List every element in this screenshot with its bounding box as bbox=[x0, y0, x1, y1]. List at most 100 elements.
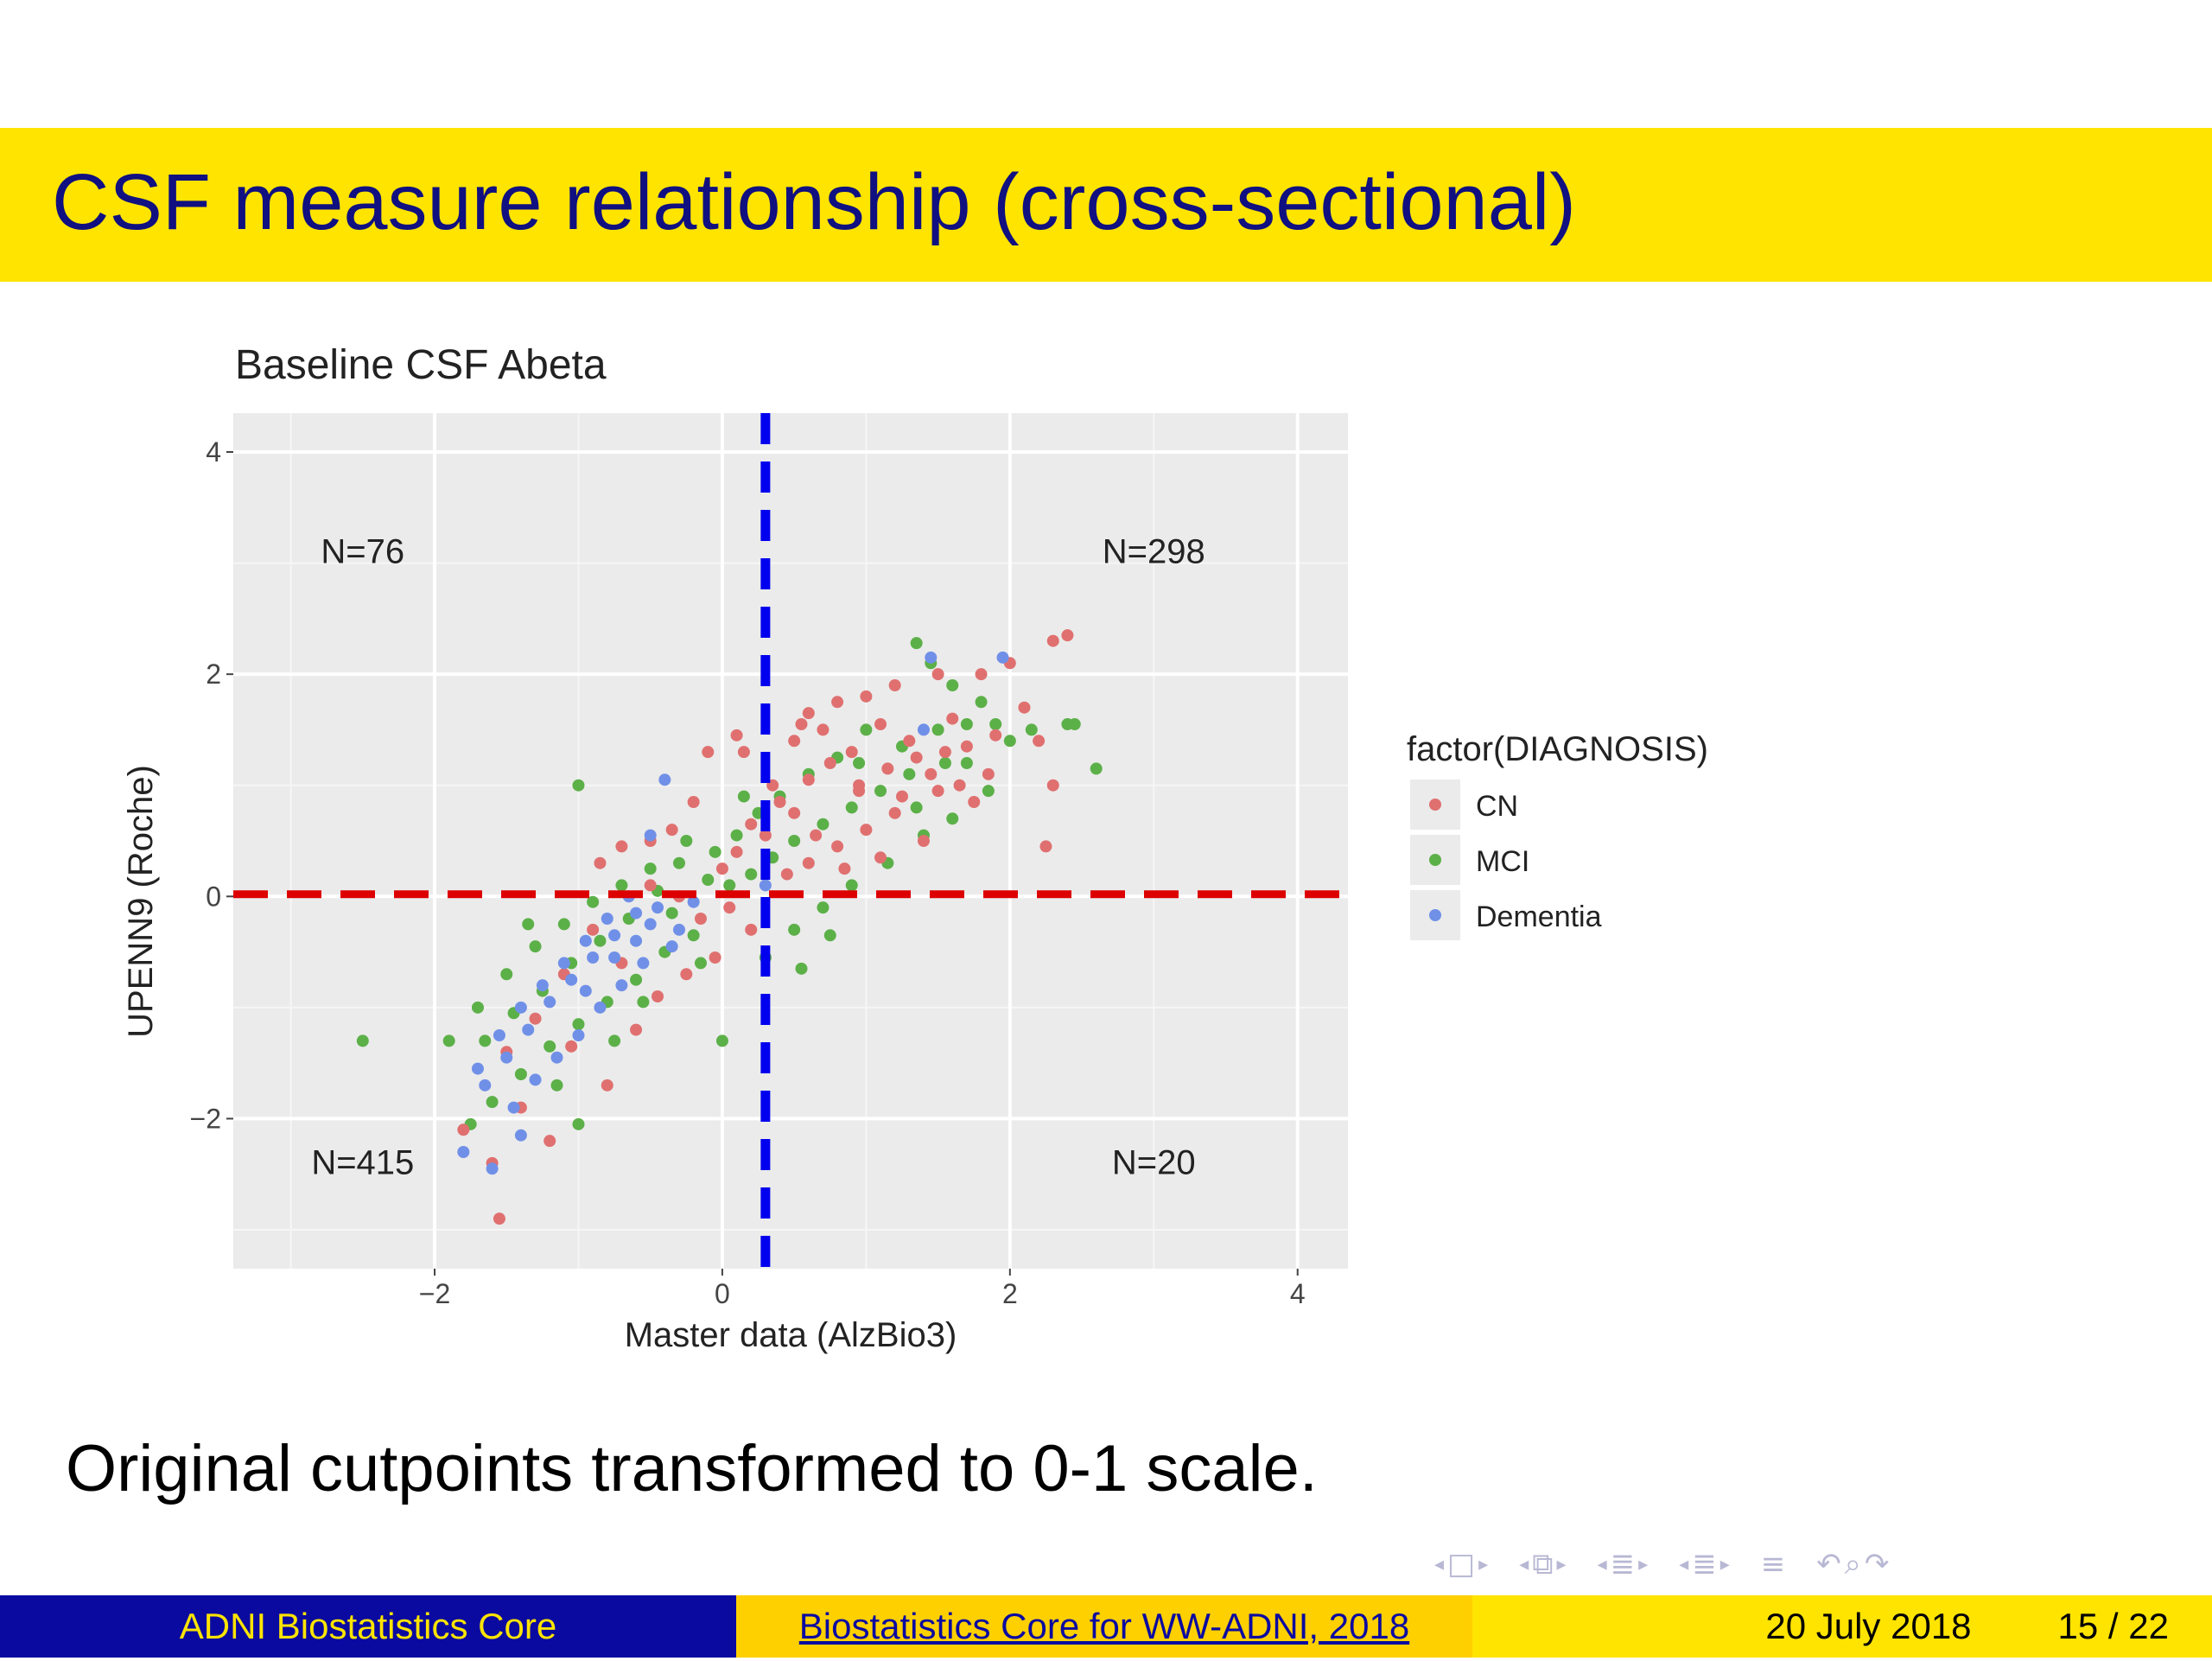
nav-section-group[interactable]: ◂ ≣ ▸ bbox=[1597, 1547, 1649, 1581]
data-point-cn bbox=[1039, 840, 1052, 853]
search-icon: ⌕ bbox=[1844, 1547, 1861, 1581]
data-point-dementia bbox=[917, 723, 930, 736]
data-point-mci bbox=[737, 790, 750, 803]
y-tick-label: 2 bbox=[206, 659, 221, 690]
data-point-cn bbox=[788, 806, 801, 819]
data-point-cn bbox=[457, 1123, 470, 1136]
data-point-mci bbox=[845, 801, 858, 814]
data-point-dementia bbox=[658, 773, 671, 786]
data-point-mci bbox=[910, 801, 923, 814]
data-point-dementia bbox=[594, 1001, 607, 1014]
data-point-mci bbox=[572, 1018, 585, 1031]
data-point-cn bbox=[960, 740, 973, 753]
data-point-dementia bbox=[557, 957, 570, 970]
data-point-dementia bbox=[615, 979, 628, 992]
data-point-mci bbox=[960, 718, 973, 730]
section-icon: ≣ bbox=[1692, 1547, 1717, 1581]
data-point-cn bbox=[860, 824, 873, 837]
quadrant-count-label: N=20 bbox=[1112, 1144, 1196, 1182]
data-point-dementia bbox=[608, 951, 621, 964]
data-point-cn bbox=[1046, 779, 1059, 792]
data-point-cn bbox=[1018, 701, 1031, 714]
data-point-mci bbox=[594, 934, 607, 947]
data-point-cn bbox=[982, 767, 995, 780]
data-point-cn bbox=[810, 829, 823, 842]
footer-title-link[interactable]: Biostatistics Core for WW-ADNI, 2018 bbox=[736, 1595, 1472, 1658]
data-point-cn bbox=[737, 746, 750, 759]
data-point-mci bbox=[702, 874, 715, 886]
data-point-mci bbox=[615, 879, 628, 892]
data-point-dementia bbox=[543, 996, 556, 1009]
data-point-dementia bbox=[759, 879, 772, 892]
data-point-dementia bbox=[925, 651, 938, 664]
arrow-right-icon: ▸ bbox=[1478, 1553, 1489, 1575]
data-point-mci bbox=[673, 856, 685, 869]
data-point-mci bbox=[982, 785, 995, 798]
data-point-mci bbox=[694, 957, 707, 970]
nav-frame-group[interactable]: ◂ □ ▸ bbox=[1434, 1547, 1488, 1581]
data-point-mci bbox=[687, 929, 700, 942]
footer-date: 20 July 2018 bbox=[1765, 1606, 1972, 1646]
data-point-cn bbox=[1033, 735, 1046, 748]
data-point-mci bbox=[557, 918, 570, 931]
nav-part-group[interactable]: ◂ ≣ ▸ bbox=[1679, 1547, 1730, 1581]
legend-marker-cn bbox=[1429, 799, 1441, 811]
data-point-mci bbox=[874, 785, 887, 798]
data-point-mci bbox=[853, 757, 866, 769]
data-point-dementia bbox=[644, 918, 657, 931]
data-point-cn bbox=[853, 785, 866, 798]
data-point-mci bbox=[910, 637, 923, 650]
data-point-cn bbox=[702, 746, 715, 759]
section-icon: ≣ bbox=[1610, 1547, 1636, 1581]
data-point-dementia bbox=[644, 829, 657, 842]
data-point-cn bbox=[773, 796, 786, 808]
data-point-cn bbox=[802, 707, 815, 720]
data-point-dementia bbox=[630, 907, 643, 920]
data-point-dementia bbox=[673, 923, 685, 936]
footer-page-number: 15 / 22 bbox=[2057, 1606, 2169, 1646]
data-point-mci bbox=[630, 973, 643, 986]
data-point-dementia bbox=[486, 1162, 499, 1175]
data-point-dementia bbox=[687, 895, 700, 908]
data-point-cn bbox=[788, 735, 801, 748]
data-point-cn bbox=[709, 951, 721, 964]
data-point-cn bbox=[687, 796, 700, 808]
nav-search-group[interactable]: ↶ ⌕ ↷ bbox=[1816, 1547, 1889, 1581]
data-point-mci bbox=[522, 918, 535, 931]
redo-icon: ↷ bbox=[1864, 1547, 1890, 1581]
data-point-mci bbox=[514, 1068, 527, 1080]
data-point-dementia bbox=[652, 901, 664, 914]
data-point-dementia bbox=[514, 1001, 527, 1014]
data-point-mci bbox=[665, 907, 678, 920]
title-bar: CSF measure relationship (cross-sectiona… bbox=[0, 128, 2212, 282]
data-point-cn bbox=[652, 990, 664, 1002]
data-point-cn bbox=[838, 862, 851, 875]
data-point-dementia bbox=[479, 1079, 492, 1091]
data-point-mci bbox=[788, 923, 801, 936]
data-point-cn bbox=[529, 1012, 542, 1025]
nav-align-group[interactable]: ≡ bbox=[1761, 1547, 1786, 1581]
data-point-cn bbox=[845, 746, 858, 759]
data-point-cn bbox=[715, 862, 728, 875]
data-point-cn bbox=[881, 762, 894, 775]
cutpoint-lines bbox=[233, 413, 1348, 1269]
data-point-dementia bbox=[608, 929, 621, 942]
data-point-cn bbox=[630, 1023, 643, 1036]
data-point-mci bbox=[938, 757, 951, 769]
data-point-mci bbox=[823, 929, 836, 942]
data-point-cn bbox=[925, 767, 938, 780]
data-point-cn bbox=[931, 668, 944, 681]
data-point-mci bbox=[550, 1079, 563, 1091]
data-point-cn bbox=[874, 851, 887, 864]
data-point-mci bbox=[745, 868, 758, 881]
data-point-dementia bbox=[457, 1146, 470, 1158]
data-point-cn bbox=[888, 679, 901, 691]
data-point-mci bbox=[471, 1001, 484, 1014]
data-point-mci bbox=[637, 996, 650, 1009]
slide-title: CSF measure relationship (cross-sectiona… bbox=[52, 158, 1576, 246]
data-point-cn bbox=[896, 790, 908, 803]
data-point-mci bbox=[572, 779, 585, 792]
data-point-dementia bbox=[579, 984, 592, 997]
nav-subsection-group[interactable]: ◂ ⧉ ▸ bbox=[1519, 1547, 1567, 1581]
data-point-mci bbox=[730, 829, 743, 842]
